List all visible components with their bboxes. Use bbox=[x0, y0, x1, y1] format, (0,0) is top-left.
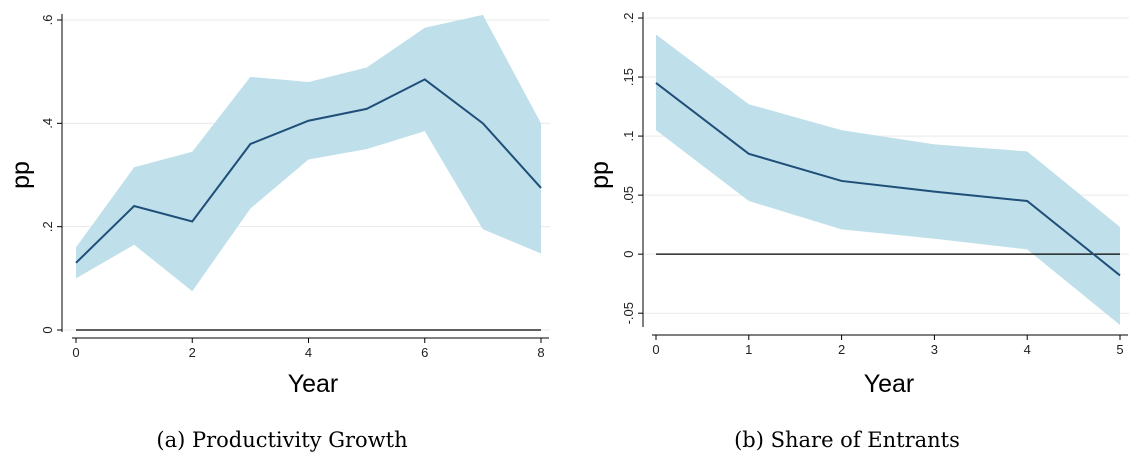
x-tick-label: 2 bbox=[189, 345, 196, 360]
y-tick-label: .2 bbox=[40, 221, 55, 232]
x-tick-label: 8 bbox=[537, 345, 544, 360]
x-tick-label: 2 bbox=[838, 342, 845, 357]
estimate-line bbox=[655, 82, 1121, 277]
x-tick-label: 4 bbox=[1024, 342, 1031, 357]
x-axis-title: Year bbox=[864, 370, 915, 398]
panel-productivity-growth: 0 .2 .4 .6 0 2 4 6 8 Year pp (a) Productivity Gr… bbox=[7, 14, 550, 452]
y-tick-label: .1 bbox=[621, 131, 636, 142]
panel-caption: (a) Productivity Growth bbox=[156, 428, 407, 452]
x-tick-label: 3 bbox=[931, 342, 938, 357]
y-tick-label: .2 bbox=[621, 13, 636, 24]
x-tick-label: 4 bbox=[305, 345, 312, 360]
y-tick-label: 0 bbox=[621, 251, 636, 258]
y-axis-title: pp bbox=[586, 161, 614, 189]
x-tick-label: 1 bbox=[745, 342, 752, 357]
x-tick-label: 0 bbox=[72, 345, 79, 360]
confidence-band bbox=[656, 34, 1120, 326]
confidence-band bbox=[76, 14, 541, 292]
x-axis-title: Year bbox=[288, 370, 339, 398]
x-tick-label: 5 bbox=[1116, 342, 1123, 357]
panel-caption: (b) Share of Entrants bbox=[734, 428, 960, 452]
x-tick-label: 6 bbox=[421, 345, 428, 360]
panel-share-of-entrants: -.05 0 .05 .1 .15 .2 0 1 2 3 4 5 Year pp (b) Share … bbox=[586, 12, 1129, 452]
y-tick-label: -.05 bbox=[621, 302, 636, 324]
y-axis-title: pp bbox=[7, 161, 35, 189]
x-tick-label: 0 bbox=[652, 342, 659, 357]
y-tick-label: .6 bbox=[40, 15, 55, 26]
y-tick-label: .05 bbox=[621, 186, 636, 204]
y-tick-label: .15 bbox=[621, 68, 636, 86]
y-tick-label: .4 bbox=[40, 118, 55, 129]
y-tick-label: 0 bbox=[40, 326, 55, 333]
